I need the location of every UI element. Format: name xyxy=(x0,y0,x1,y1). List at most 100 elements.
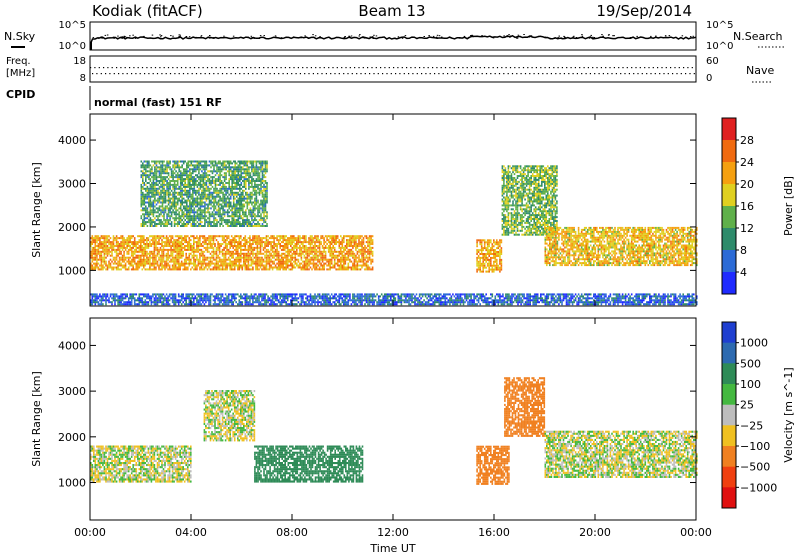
echo-cell xyxy=(176,223,179,225)
echo-cell xyxy=(276,237,278,240)
echo-cell xyxy=(318,254,321,257)
echo-cell xyxy=(223,201,226,204)
echo-cell xyxy=(249,243,251,245)
echo-cell xyxy=(338,245,341,247)
echo-cell xyxy=(251,197,253,200)
echo-cell xyxy=(244,237,247,240)
echo-cell xyxy=(207,195,209,198)
echo-cell xyxy=(259,264,262,267)
echo-cell xyxy=(229,260,231,263)
echo-cell xyxy=(192,211,194,214)
echo-cell xyxy=(143,182,146,184)
echo-cell xyxy=(167,199,170,202)
echo-cell xyxy=(288,254,291,257)
echo-cell xyxy=(173,223,176,225)
echo-cell xyxy=(214,235,216,238)
echo-cell xyxy=(234,205,236,208)
echo-cell xyxy=(156,235,159,238)
echo-cell xyxy=(267,254,269,257)
echo-cell xyxy=(340,266,342,269)
echo-cell xyxy=(367,260,369,263)
echo-cell xyxy=(231,162,233,165)
echo-cell xyxy=(198,166,200,169)
echo-cell xyxy=(238,264,241,267)
nave-dot xyxy=(247,73,249,75)
echo-cell xyxy=(143,183,146,186)
noise-search-dot xyxy=(508,34,510,36)
echo-cell xyxy=(202,164,205,167)
echo-cell xyxy=(197,241,200,244)
echo-cell xyxy=(220,215,223,218)
echo-cell xyxy=(231,178,233,181)
echo-cell xyxy=(140,239,142,242)
echo-cell xyxy=(258,180,261,182)
echo-cell xyxy=(194,241,197,244)
echo-cell xyxy=(202,217,205,220)
echo-cell xyxy=(170,215,173,218)
echo-cell xyxy=(210,199,212,202)
echo-cell xyxy=(235,195,238,198)
echo-cell xyxy=(206,243,209,245)
echo-cell xyxy=(155,166,158,169)
echo-cell xyxy=(132,258,134,261)
echo-cell xyxy=(232,170,235,173)
echo-cell xyxy=(190,268,192,271)
echo-cell xyxy=(222,211,224,214)
echo-cell xyxy=(154,199,156,202)
echo-cell xyxy=(315,241,318,244)
noise-search-dot xyxy=(472,36,474,38)
echo-cell xyxy=(105,268,107,271)
echo-cell xyxy=(120,264,122,267)
echo-cell xyxy=(173,166,176,169)
echo-cell xyxy=(362,239,365,242)
echo-cell xyxy=(286,246,289,249)
echo-cell xyxy=(138,256,141,259)
nave-dot xyxy=(615,73,617,75)
echo-cell xyxy=(99,246,101,249)
echo-cell xyxy=(229,239,231,242)
echo-cell xyxy=(288,241,291,244)
echo-cell xyxy=(165,256,168,259)
echo-cell xyxy=(327,260,330,263)
nave-tick-top: 60 xyxy=(706,56,719,67)
echo-cell xyxy=(237,260,239,263)
echo-cell xyxy=(193,164,196,167)
echo-cell xyxy=(297,258,300,261)
echo-cell xyxy=(90,264,92,267)
echo-cell xyxy=(141,241,144,244)
echo-cell xyxy=(187,191,190,194)
echo-cell xyxy=(186,215,188,218)
echo-cell xyxy=(214,170,217,173)
echo-cell xyxy=(204,197,206,200)
echo-cell xyxy=(170,225,173,227)
echo-cell xyxy=(223,239,225,242)
echo-cell xyxy=(148,178,150,181)
echo-cell xyxy=(155,168,158,171)
echo-cell xyxy=(152,211,155,214)
echo-cell xyxy=(99,250,101,253)
echo-cell xyxy=(161,205,164,208)
echo-cell xyxy=(195,211,197,214)
echo-cell xyxy=(240,223,243,225)
echo-cell xyxy=(179,183,182,186)
echo-cell xyxy=(126,245,128,247)
echo-cell xyxy=(186,221,188,224)
echo-cell xyxy=(114,245,116,247)
freq-dot xyxy=(579,67,581,69)
echo-cell xyxy=(218,258,221,261)
echo-cell xyxy=(164,191,167,194)
noise-search-dot xyxy=(362,36,364,38)
echo-cell xyxy=(349,243,351,245)
echo-cell xyxy=(225,219,227,222)
nave-dot xyxy=(373,73,375,75)
echo-cell xyxy=(117,254,119,257)
echo-cell xyxy=(207,209,209,212)
echo-cell xyxy=(193,185,196,188)
echo-cell xyxy=(201,201,203,204)
echo-cell xyxy=(118,264,121,267)
echo-cell xyxy=(233,241,236,244)
echo-cell xyxy=(178,185,180,188)
echo-cell xyxy=(333,256,336,259)
echo-cell xyxy=(216,221,218,224)
echo-cell xyxy=(127,260,130,263)
